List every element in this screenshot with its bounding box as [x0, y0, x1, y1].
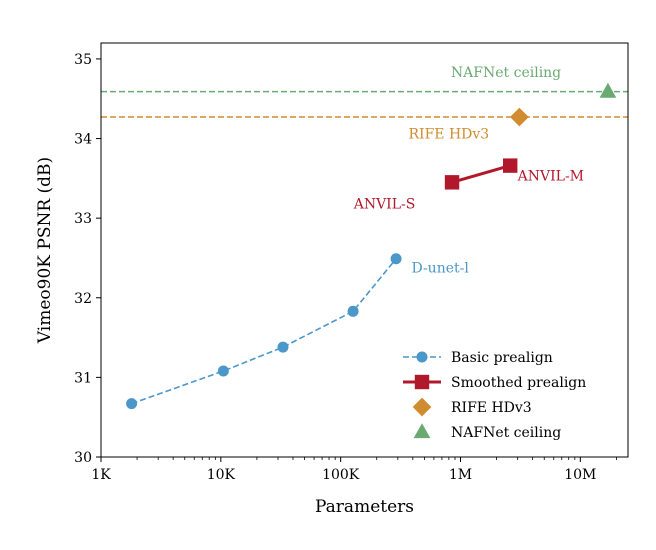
plot-frame: [100, 42, 629, 458]
y-axis-label: Vimeo90K PSNR (dB): [35, 157, 55, 344]
legend-item: Smoothed prealign: [403, 374, 586, 391]
series: [444, 158, 518, 190]
series: [510, 107, 529, 127]
legend-label: NAFNet ceiling: [451, 425, 561, 441]
legend-label: Smoothed prealign: [451, 375, 586, 391]
annotation-label: RIFE HDv3: [409, 127, 490, 143]
data-point: [347, 305, 359, 317]
legend-item: NAFNet ceiling: [413, 423, 561, 441]
y-tick-label: 33: [74, 211, 92, 227]
data-point: [217, 365, 229, 377]
series: [126, 253, 402, 410]
data-point: [390, 253, 402, 265]
series-line: [131, 258, 397, 405]
annotation-label: ANVIL-S: [353, 197, 416, 213]
legend-item: Basic prealign: [403, 350, 553, 366]
y-tick-label: 34: [74, 132, 92, 148]
y-tick-label: 32: [74, 291, 92, 307]
annotation-label: ANVIL-M: [517, 169, 584, 185]
annotation-label: D-unet-l: [411, 260, 469, 276]
data-point: [126, 398, 138, 410]
series: [599, 82, 617, 98]
y-tick-label: 30: [74, 450, 92, 466]
annotations: NAFNet ceiling RIFE HDv3 ANVIL-M ANVIL-S D-u…: [353, 65, 584, 276]
plot-series: [126, 82, 617, 410]
data-point: [599, 82, 617, 98]
x-tick-label: 1M: [449, 467, 472, 483]
x-tick-label: 10M: [564, 467, 596, 483]
x-tick-label: 10K: [207, 467, 236, 483]
legend-label: RIFE HDv3: [451, 400, 532, 416]
legend-marker: [413, 423, 431, 439]
reference-lines: [101, 90, 628, 118]
annotation-label: NAFNet ceiling: [451, 65, 561, 81]
legend-marker: [416, 351, 428, 363]
axes: 1K 10K 100K 1M 10M 30 31 32 33 34 35: [74, 52, 617, 483]
data-point: [510, 107, 529, 127]
data-point: [444, 175, 460, 190]
legend-label: Basic prealign: [451, 350, 553, 366]
series-line: [451, 164, 511, 184]
data-point: [503, 158, 518, 173]
legend-marker: [412, 397, 432, 417]
legend-marker: [414, 374, 430, 390]
x-axis-label: Parameters: [315, 497, 414, 517]
x-tick-label: 1K: [91, 467, 111, 483]
data-point: [277, 341, 289, 353]
y-tick-label: 31: [74, 370, 92, 386]
legend-item: RIFE HDv3: [412, 397, 532, 417]
y-tick-label: 35: [74, 52, 92, 68]
legend: Basic prealign Smoothed prealign RIFE HDv3…: [403, 350, 586, 441]
x-tick-label: 100K: [322, 467, 360, 483]
